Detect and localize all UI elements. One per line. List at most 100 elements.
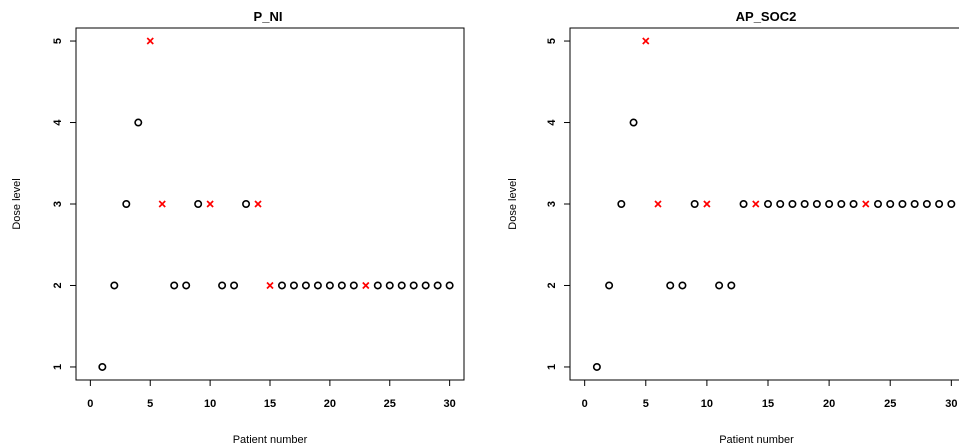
- x-tick-label: 10: [204, 398, 216, 410]
- cross-stroke: [266, 281, 274, 290]
- data-point-circle: [617, 200, 626, 209]
- data-point-circle: [170, 281, 179, 290]
- data-point-circle: [313, 281, 322, 290]
- y-tick-label: 5: [52, 38, 64, 44]
- data-point-circle: [739, 200, 748, 209]
- y-tick-label: 4: [52, 119, 64, 126]
- data-point-circle: [122, 200, 131, 209]
- data-point-circle: [763, 200, 772, 209]
- x-tick-label: 15: [762, 398, 774, 410]
- x-tick-label: 10: [701, 398, 713, 410]
- x-tick-label: 25: [884, 398, 896, 410]
- data-point-circle: [690, 200, 699, 209]
- data-point-cross: [654, 200, 662, 208]
- data-point-circle: [837, 200, 846, 209]
- cross-stroke: [654, 200, 662, 208]
- cross-stroke: [642, 37, 650, 45]
- data-point-circle: [910, 200, 919, 209]
- data-point-circle: [337, 281, 346, 290]
- x-tick-label: 15: [264, 398, 276, 410]
- y-tick-label: 4: [546, 119, 558, 126]
- data-point-circle: [678, 281, 687, 290]
- data-point-circle: [800, 200, 809, 209]
- data-point-circle: [134, 118, 143, 127]
- data-point-circle: [230, 281, 239, 290]
- data-point-circle: [825, 200, 834, 209]
- chart-title: P_NI: [254, 9, 283, 24]
- data-point-circle: [727, 281, 736, 290]
- data-point-circle: [898, 200, 907, 209]
- x-tick-label: 5: [147, 398, 153, 410]
- data-point-cross: [862, 200, 870, 208]
- x-tick-label: 20: [324, 398, 336, 410]
- y-tick-label: 2: [52, 282, 64, 288]
- data-point-circle: [182, 281, 191, 290]
- cross-stroke: [206, 200, 214, 208]
- data-point-cross: [752, 200, 760, 208]
- cross-stroke: [703, 200, 711, 208]
- y-tick-label: 5: [546, 38, 558, 44]
- chart-panel-p-ni: P_NI Patient number Dose level 0 5 10 15 20 2…: [11, 9, 465, 446]
- y-tick-label: 3: [52, 201, 64, 207]
- data-point-circle: [301, 281, 310, 290]
- data-point-cross: [362, 281, 370, 290]
- data-point-circle: [373, 281, 382, 290]
- data-point-circle: [886, 200, 895, 209]
- x-tick-label: 0: [582, 398, 588, 410]
- y-axis-label: Dose level: [11, 178, 23, 229]
- cross-stroke: [254, 200, 262, 208]
- cross-stroke: [158, 200, 166, 208]
- data-point-circle: [592, 362, 601, 371]
- data-point-circle: [666, 281, 675, 290]
- x-tick-label: 25: [384, 398, 396, 410]
- data-point-circle: [325, 281, 334, 290]
- data-point-circle: [849, 200, 858, 209]
- data-point-circle: [385, 281, 394, 290]
- x-axis-label: Patient number: [719, 434, 794, 446]
- cross-stroke: [146, 37, 154, 45]
- data-point-cross: [146, 37, 154, 45]
- data-point-circle: [421, 281, 430, 290]
- data-point-circle: [218, 281, 227, 290]
- chart-panel-ap-soc2: AP_SOC2 Patient number Dose level 0 5 10 15…: [507, 9, 959, 446]
- plot-frame: [75, 27, 465, 381]
- data-point-circle: [605, 281, 614, 290]
- cross-stroke: [752, 200, 760, 208]
- x-tick-label: 30: [945, 398, 957, 410]
- x-tick-label: 20: [823, 398, 835, 410]
- data-point-cross: [703, 200, 711, 208]
- cross-stroke: [362, 281, 370, 290]
- data-point-circle: [788, 200, 797, 209]
- data-point-cross: [266, 281, 274, 290]
- data-point-circle: [277, 281, 286, 290]
- x-tick-label: 30: [444, 398, 456, 410]
- x-tick-label: 0: [87, 398, 93, 410]
- data-point-circle: [242, 200, 251, 209]
- data-point-circle: [397, 281, 406, 290]
- data-point-circle: [873, 200, 882, 209]
- data-point-circle: [812, 200, 821, 209]
- y-tick-label: 2: [546, 282, 558, 288]
- data-point-circle: [776, 200, 785, 209]
- data-point-circle: [194, 200, 203, 209]
- y-axis-label: Dose level: [507, 178, 519, 229]
- data-point-cross: [254, 200, 262, 208]
- data-point-circle: [935, 200, 944, 209]
- data-point-circle: [629, 118, 638, 127]
- x-tick-label: 5: [643, 398, 649, 410]
- data-point-circle: [110, 281, 119, 290]
- y-tick-label: 1: [52, 364, 64, 370]
- y-tick-label: 1: [546, 364, 558, 370]
- data-point-circle: [922, 200, 931, 209]
- data-point-circle: [715, 281, 724, 290]
- data-point-cross: [642, 37, 650, 45]
- data-point-circle: [947, 200, 956, 209]
- data-point-cross: [158, 200, 166, 208]
- data-point-circle: [445, 281, 454, 290]
- data-point-cross: [206, 200, 214, 208]
- data-point-circle: [409, 281, 418, 290]
- y-tick-label: 3: [546, 201, 558, 207]
- x-axis-label: Patient number: [233, 434, 308, 446]
- data-point-circle: [433, 281, 442, 290]
